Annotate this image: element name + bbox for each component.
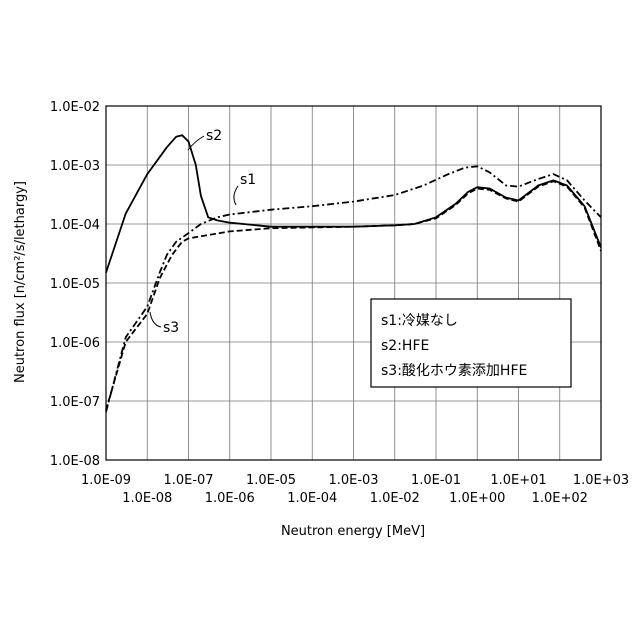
legend-entry-s3: s3:酸化ホウ素添加HFE (381, 363, 527, 379)
x-tick-label: 1.0E+03 (573, 473, 629, 488)
leader-line-s3 (150, 312, 161, 327)
series-label-s2: s2 (206, 128, 222, 144)
x-tick-label: 1.0E-07 (163, 473, 213, 488)
series-label-s1: s1 (240, 172, 256, 188)
x-tick-labels: 1.0E-09 1.0E-07 1.0E-05 1.0E-03 1.0E-01 1.0E+… (81, 473, 629, 506)
legend-entry-s1: s1:冷媒なし (381, 313, 458, 329)
y-axis-title: Neutron flux [n/cm²/s/lethargy] (13, 181, 28, 383)
y-tick-label: 1.0E-06 (50, 336, 100, 351)
x-tick-label: 1.0E-01 (411, 473, 461, 488)
x-tick-label: 1.0E+01 (490, 473, 546, 488)
x-tick-label: 1.0E-09 (81, 473, 131, 488)
legend: s1:冷媒なし s2:HFE s3:酸化ホウ素添加HFE (371, 299, 571, 387)
y-tick-label: 1.0E-04 (50, 218, 100, 233)
x-axis-title: Neutron energy [MeV] (281, 524, 425, 539)
y-tick-label: 1.0E-05 (50, 277, 100, 292)
y-tick-label: 1.0E-03 (50, 159, 100, 174)
x-tick-label: 1.0E+00 (449, 491, 505, 506)
x-tick-label: 1.0E-06 (205, 491, 255, 506)
x-tick-label: 1.0E-04 (287, 491, 337, 506)
legend-entry-s2: s2:HFE (381, 338, 429, 354)
grid (106, 106, 601, 460)
leader-line-s1 (234, 186, 238, 205)
y-tick-label: 1.0E-07 (50, 395, 100, 410)
x-tick-label: 1.0E-08 (122, 491, 172, 506)
x-tick-label: 1.0E-05 (246, 473, 296, 488)
y-tick-label: 1.0E-02 (50, 100, 100, 115)
series-label-s3: s3 (163, 320, 179, 336)
y-tick-label: 1.0E-08 (50, 454, 100, 469)
y-tick-labels: 1.0E-02 1.0E-03 1.0E-04 1.0E-05 1.0E-06 1.0E-… (50, 100, 100, 469)
x-tick-label: 1.0E+02 (532, 491, 588, 506)
x-tick-label: 1.0E-02 (370, 491, 420, 506)
x-tick-label: 1.0E-03 (328, 473, 378, 488)
